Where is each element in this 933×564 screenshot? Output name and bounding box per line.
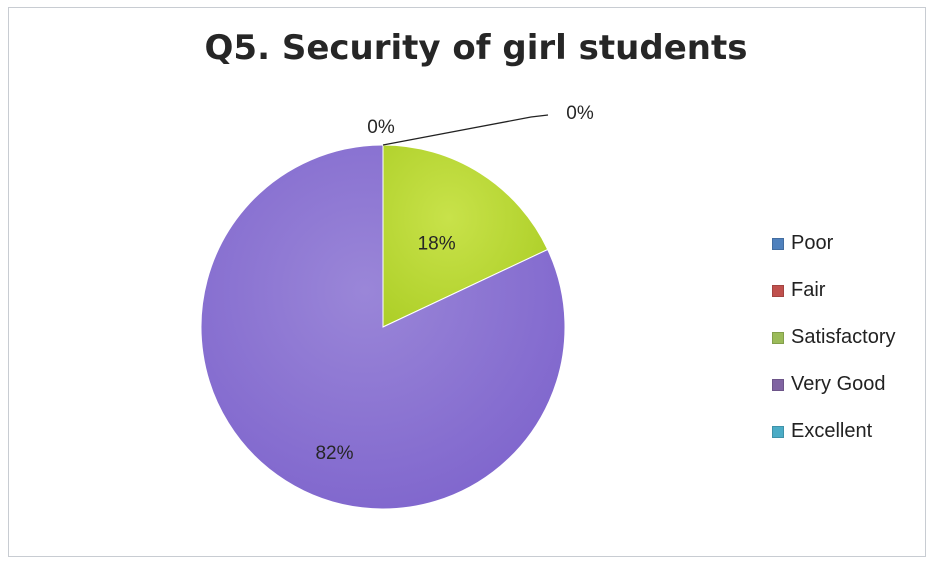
legend-item-excellent: Excellent: [772, 408, 927, 455]
pie-slice-very-good: [200, 144, 566, 510]
leader-line: [382, 114, 549, 146]
legend-label: Satisfactory: [791, 326, 896, 348]
legend-label: Excellent: [791, 420, 873, 442]
legend-swatch: [772, 284, 784, 297]
legend-item-satisfactory: Satisfactory: [772, 314, 927, 361]
data-label-fair: 0%: [566, 103, 594, 124]
legend-label: Very Good: [791, 373, 886, 395]
data-label-very-good: 82%: [315, 443, 353, 464]
pie-slice-satisfactory: [382, 144, 549, 328]
chart-title: Q5. Security of girl students: [204, 28, 748, 68]
legend-label: Fair: [791, 279, 826, 301]
legend-label: Poor: [791, 232, 834, 254]
legend-swatch: [772, 378, 784, 391]
legend: Poor Fair Satisfactory Very Good Excellent: [772, 220, 927, 455]
legend-item-fair: Fair: [772, 267, 927, 314]
legend-swatch: [772, 237, 784, 250]
data-label-satisfactory: 18%: [418, 233, 456, 254]
data-label-poor: 0%: [367, 117, 395, 138]
legend-swatch: [772, 331, 784, 344]
legend-swatch: [772, 425, 784, 438]
legend-item-very-good: Very Good: [772, 361, 927, 408]
legend-item-poor: Poor: [772, 220, 927, 267]
